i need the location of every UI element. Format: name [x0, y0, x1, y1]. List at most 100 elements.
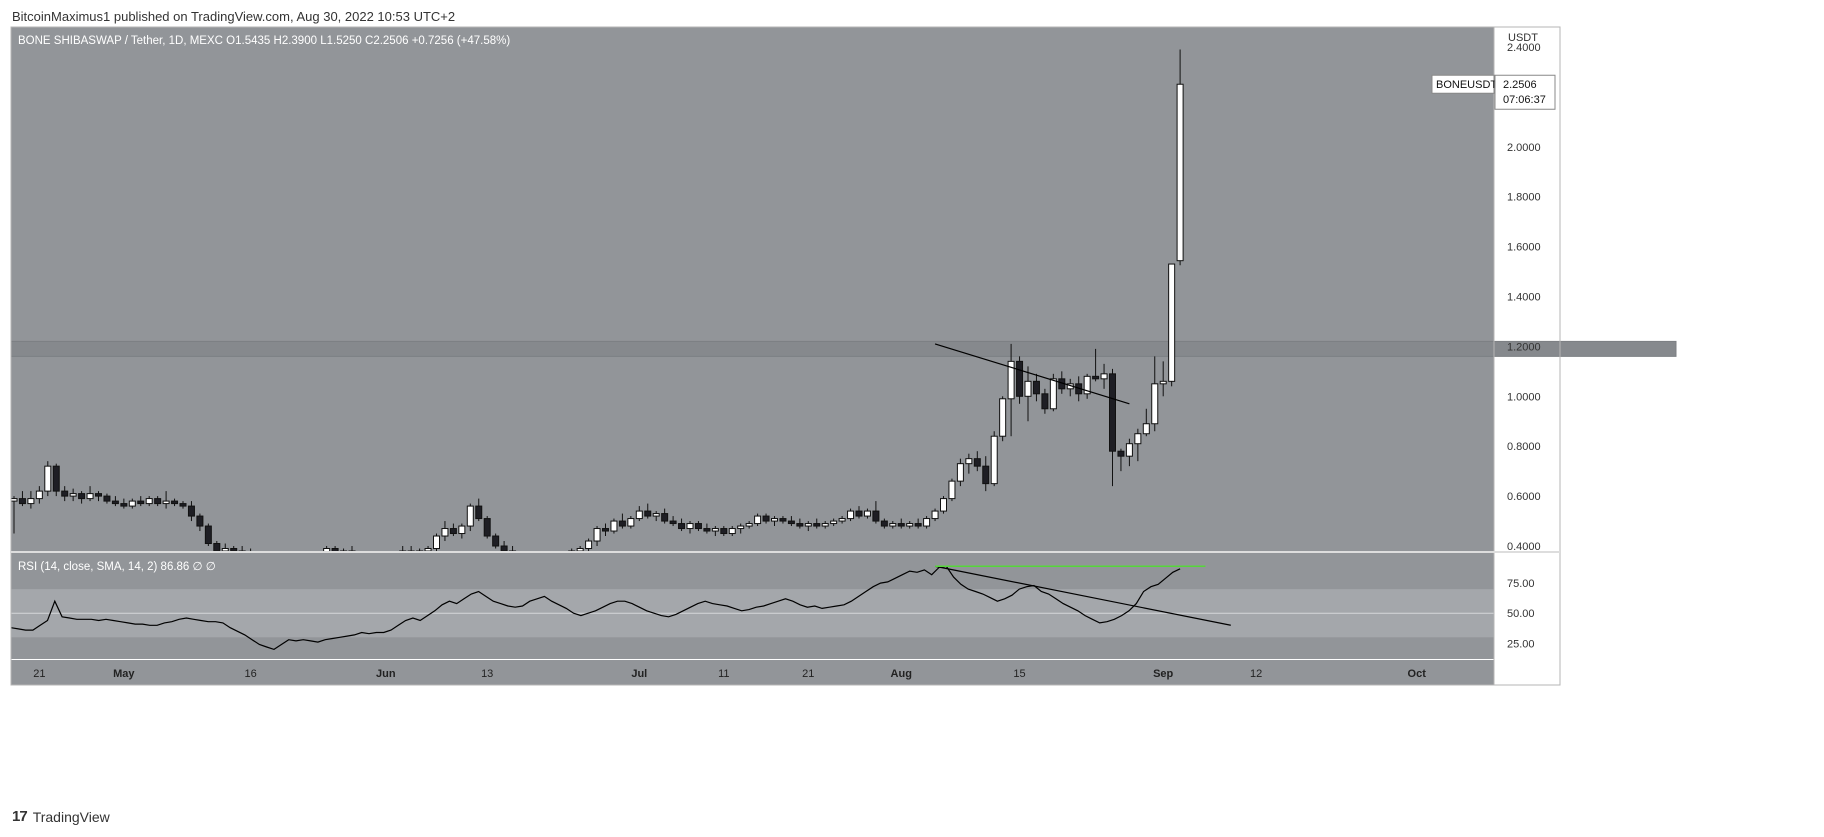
candle — [449, 523, 457, 537]
time-tick-label: Oct — [1408, 668, 1427, 680]
candle — [855, 506, 863, 519]
candle — [804, 521, 812, 532]
candle-body — [103, 495, 111, 502]
candle-body — [745, 523, 753, 527]
candle — [965, 453, 973, 474]
candle-body — [492, 535, 500, 547]
candle-body — [576, 548, 584, 551]
candle — [128, 498, 136, 509]
candle — [771, 516, 778, 527]
candle-body — [1092, 375, 1100, 380]
candle — [111, 496, 119, 507]
candle — [880, 518, 888, 529]
candle — [982, 456, 990, 492]
candle — [720, 526, 728, 537]
time-tick-label: Sep — [1153, 668, 1173, 680]
candle — [433, 533, 440, 551]
candle-body — [678, 523, 686, 530]
candle — [458, 523, 466, 539]
candle — [1083, 373, 1091, 399]
candle-body — [441, 528, 449, 537]
candle-body — [728, 528, 736, 535]
candle — [847, 508, 855, 522]
candle-body — [610, 520, 618, 532]
candle-countdown: 07:06:37 — [1503, 94, 1546, 106]
candle — [1041, 388, 1049, 414]
price-tick-label: 1.4000 — [1507, 291, 1541, 303]
candle — [154, 496, 162, 507]
candle-body — [618, 520, 626, 527]
candle — [204, 523, 212, 547]
candle-body — [880, 520, 888, 527]
candle — [95, 491, 102, 502]
rsi-label: RSI (14, close, SMA, 14, 2) — [18, 561, 158, 573]
change-value: +0.7256 (+47.58%) — [412, 35, 511, 47]
candle — [813, 518, 821, 529]
rsi-extra: ∅ ∅ — [193, 561, 216, 573]
candle-body — [18, 498, 26, 505]
candle — [61, 486, 69, 502]
candle-body — [720, 528, 728, 535]
candle — [745, 521, 753, 529]
tradingview-logo-icon[interactable]: 17 — [12, 808, 28, 825]
candle — [69, 488, 77, 502]
candle-body — [1109, 373, 1116, 452]
candle-body — [95, 493, 102, 497]
price-tick-label: 0.6000 — [1507, 491, 1541, 503]
candle-body — [956, 463, 964, 482]
close-value: 2.2506 — [373, 35, 408, 47]
candle — [348, 546, 356, 551]
candle — [466, 503, 474, 532]
time-tick-label: 21 — [802, 668, 814, 680]
candle-body — [1168, 263, 1176, 382]
candle-body — [906, 523, 914, 527]
axes: USDT 0.4000 0.6000 0.8000 1.0000 1.2000 1.4000… — [10, 26, 1561, 686]
time-tick-label: 21 — [33, 668, 45, 680]
candle-body — [69, 493, 77, 497]
price-axis-unit: USDT — [1508, 32, 1538, 44]
candle — [86, 486, 94, 502]
candle — [250, 548, 252, 551]
candle-body — [120, 503, 128, 507]
candle — [1024, 366, 1032, 422]
candle-body — [500, 545, 508, 551]
rsi-legend: RSI (14, close, SMA, 14, 2) 86.86 ∅ ∅ — [18, 561, 216, 573]
candle-body — [424, 548, 432, 551]
candle-body — [787, 520, 795, 525]
candle — [990, 431, 998, 487]
candle-body — [711, 528, 719, 532]
candle-body — [796, 523, 804, 527]
candle-body — [221, 548, 229, 551]
candle-body — [1049, 378, 1057, 410]
candle-body — [61, 490, 69, 497]
candle-body — [973, 458, 981, 467]
candle — [1151, 356, 1159, 432]
candle-body — [213, 543, 221, 551]
rsi-panel: RSI (14, close, SMA, 14, 2) 86.86 ∅ ∅ — [10, 553, 1494, 659]
candle-body — [137, 500, 145, 505]
candle — [872, 501, 880, 524]
price-panel-bg — [11, 27, 1494, 551]
rsi-line — [10, 565, 1181, 651]
candle — [483, 516, 491, 539]
rsi-trendline — [934, 565, 1231, 626]
candle — [931, 508, 939, 522]
candle — [897, 518, 905, 529]
candle — [644, 503, 652, 519]
brand-label: TradingView — [32, 808, 110, 825]
candle-body — [1032, 380, 1040, 395]
candle-body — [154, 498, 162, 505]
candle-body — [145, 498, 153, 505]
candle — [399, 546, 407, 551]
candle — [1142, 408, 1150, 437]
candle — [728, 526, 736, 537]
price-tick-label: 1.2000 — [1507, 341, 1541, 353]
candle-body — [669, 520, 677, 525]
candle — [838, 516, 846, 524]
candle-body — [771, 518, 778, 522]
candle — [711, 526, 719, 537]
candle-body — [897, 523, 905, 527]
candle-body — [830, 520, 838, 525]
candle-body — [821, 523, 829, 527]
